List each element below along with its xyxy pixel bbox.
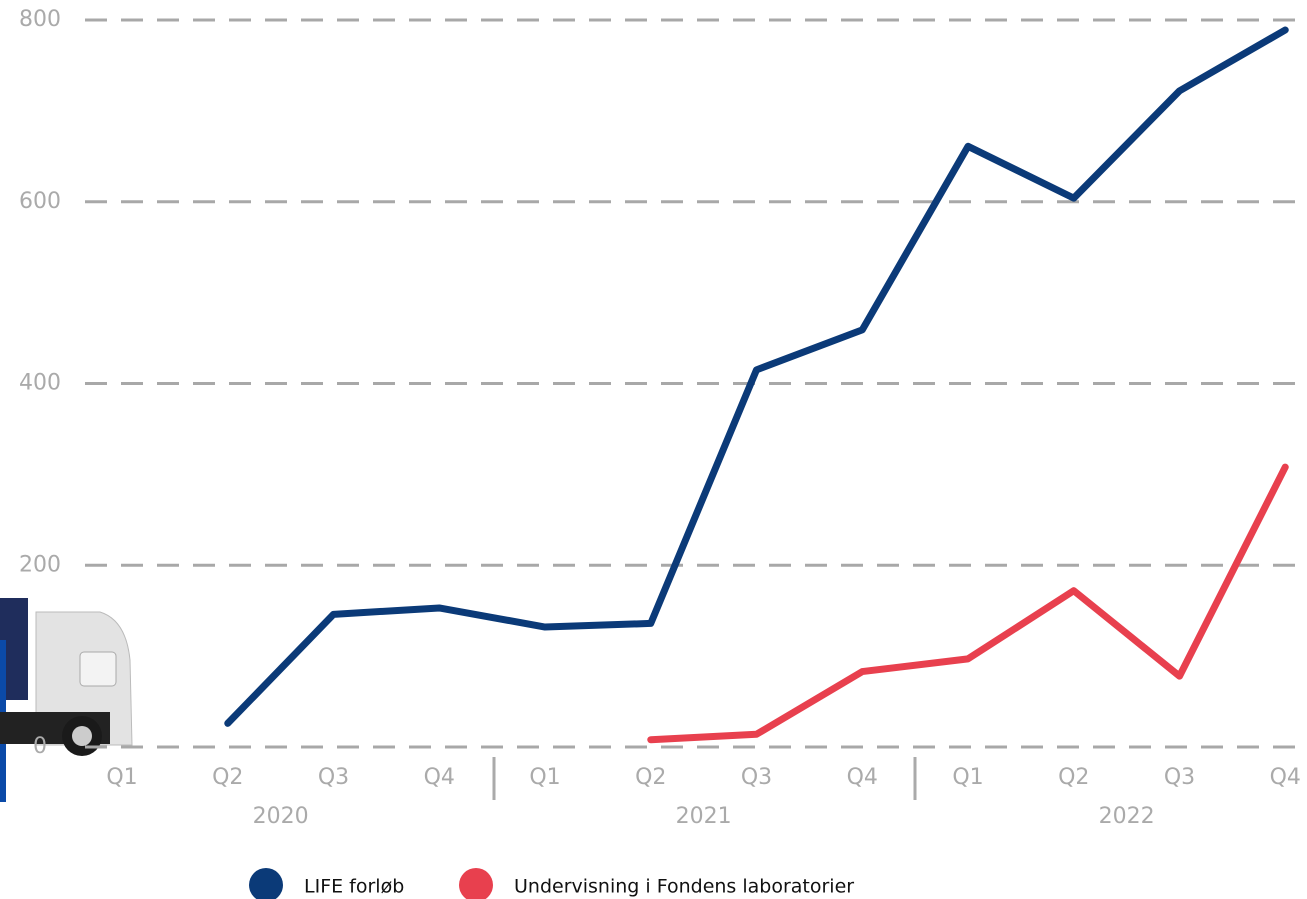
y-tick-label: 800 (19, 7, 61, 32)
series-line (224, 26, 1289, 727)
x-tick-label: Q3 (741, 765, 772, 790)
x-tick-label: Q2 (1058, 765, 1089, 790)
truck-window (79, 651, 117, 687)
x-tick-label: Q4 (1270, 765, 1301, 790)
x-tick-label: Q1 (952, 765, 983, 790)
x-group-label: 2020 (253, 804, 309, 829)
legend-marker (459, 868, 493, 899)
legend-label: LIFE forløb (304, 876, 404, 898)
truck-hub (72, 726, 92, 746)
x-tick-label: Q3 (1164, 765, 1195, 790)
legend-label: Undervisning i Fondens laboratorier (514, 876, 854, 898)
y-tick-label: 0 (33, 734, 47, 759)
x-tick-label: Q4 (424, 765, 455, 790)
x-group-label: 2022 (1099, 804, 1155, 829)
x-tick-label: Q3 (318, 765, 349, 790)
x-tick-label: Q1 (106, 765, 137, 790)
x-group-label: 2021 (676, 804, 732, 829)
x-tick-label: Q2 (635, 765, 666, 790)
x-tick-label: Q4 (847, 765, 878, 790)
x-tick-label: Q1 (529, 765, 560, 790)
x-tick-label: Q2 (212, 765, 243, 790)
y-tick-label: 600 (19, 189, 61, 214)
legend-marker (249, 868, 283, 899)
y-tick-label: 200 (19, 552, 61, 577)
series-line (647, 463, 1289, 744)
y-tick-label: 400 (19, 371, 61, 396)
